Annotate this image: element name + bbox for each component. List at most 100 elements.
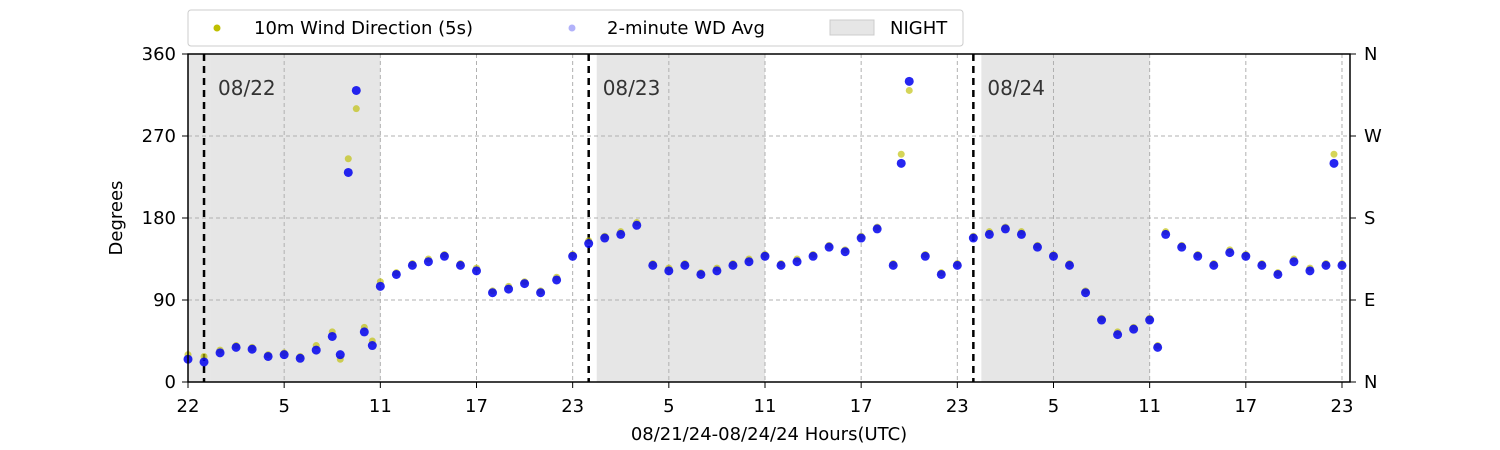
legend-marker-night — [829, 19, 875, 36]
wd-avg-point — [327, 331, 337, 341]
wind-direction-point — [1330, 150, 1338, 158]
wd-avg-point — [648, 260, 658, 270]
x-tick-label: 5 — [663, 396, 674, 417]
legend-label-night: NIGHT — [890, 18, 948, 39]
wd-avg-point — [664, 266, 674, 276]
legend-label-wd-avg: 2-minute WD Avg — [607, 18, 765, 39]
wd-avg-point — [311, 345, 321, 355]
wd-avg-point — [471, 266, 481, 276]
wd-avg-point — [792, 257, 802, 267]
y2-tick-label: N — [1364, 372, 1377, 393]
wd-avg-point — [295, 353, 305, 363]
day-label: 08/23 — [603, 76, 661, 100]
wd-avg-point — [776, 260, 786, 270]
wd-avg-point — [568, 251, 578, 261]
wd-avg-point — [744, 257, 754, 267]
wd-avg-point — [952, 260, 962, 270]
wd-avg-point — [1329, 158, 1339, 168]
y-tick-label: 90 — [153, 290, 176, 311]
y2-ticks-layer: N E S W N — [1350, 44, 1382, 393]
wd-avg-point — [1289, 257, 1299, 267]
wind-direction-point — [344, 155, 352, 163]
wd-avg-point — [231, 342, 241, 352]
x-tick-label: 11 — [1138, 396, 1161, 417]
x-tick-label: 22 — [177, 396, 200, 417]
wd-avg-point — [760, 251, 770, 261]
wd-avg-point — [584, 239, 594, 249]
wind-direction-point — [905, 86, 913, 94]
x-tick-label: 5 — [1048, 396, 1059, 417]
y2-tick-label: W — [1364, 126, 1382, 147]
day-label: 08/24 — [987, 76, 1045, 100]
wd-avg-point — [896, 158, 906, 168]
wd-avg-point — [616, 229, 626, 239]
wd-avg-point — [984, 229, 994, 239]
wd-avg-point — [359, 327, 369, 337]
x-axis-title: 08/21/24-08/24/24 Hours(UTC) — [631, 424, 907, 445]
wd-avg-point — [1273, 269, 1283, 279]
wd-avg-point — [343, 167, 353, 177]
wd-avg-point — [1209, 260, 1219, 270]
wd-avg-point — [1065, 260, 1075, 270]
wd-avg-point — [335, 350, 345, 360]
wd-avg-point — [712, 266, 722, 276]
wd-avg-point — [391, 269, 401, 279]
wd-avg-point — [375, 281, 385, 291]
wd-avg-point — [199, 357, 209, 367]
wd-avg-point — [888, 260, 898, 270]
wd-avg-point — [215, 348, 225, 358]
wd-avg-point — [824, 242, 834, 252]
wd-avg-point — [632, 220, 642, 230]
wd-avg-point — [488, 288, 498, 298]
legend-marker-wind-direction — [213, 24, 221, 32]
wd-avg-point — [904, 76, 914, 86]
wd-avg-point — [504, 284, 514, 294]
wd-avg-point — [439, 251, 449, 261]
x-ticks-layer: 22 5 11 17 23 5 11 17 23 5 11 17 23 — [177, 382, 1353, 417]
wind-direction-point — [352, 105, 360, 113]
x-tick-label: 17 — [465, 396, 488, 417]
wd-avg-point — [247, 344, 257, 354]
x-tick-label: 23 — [561, 396, 584, 417]
x-tick-label: 11 — [754, 396, 777, 417]
wind-direction-point — [897, 150, 905, 158]
y-tick-label: 180 — [142, 208, 176, 229]
wd-avg-point — [1000, 224, 1010, 234]
wd-avg-point — [1257, 260, 1267, 270]
wd-avg-point — [728, 260, 738, 270]
wd-avg-point — [1241, 251, 1251, 261]
wd-avg-point — [1016, 229, 1026, 239]
x-tick-label: 23 — [946, 396, 969, 417]
wd-avg-point — [1081, 288, 1091, 298]
y-axis-title: Degrees — [106, 181, 127, 256]
wd-avg-point — [968, 233, 978, 243]
wd-avg-point — [840, 247, 850, 257]
data-points-layer — [183, 76, 1347, 367]
wd-avg-point — [279, 350, 289, 360]
wd-avg-point — [423, 257, 433, 267]
legend-box — [187, 9, 964, 47]
day-label: 08/22 — [218, 76, 276, 100]
wd-avg-point — [680, 260, 690, 270]
y-ticks-layer: 0 90 180 270 360 — [142, 44, 188, 393]
wd-avg-point — [520, 279, 530, 289]
y2-tick-label: S — [1364, 208, 1375, 229]
wd-avg-point — [407, 260, 417, 270]
wd-avg-point — [1305, 266, 1315, 276]
wd-avg-point — [1113, 330, 1123, 340]
wd-avg-point — [1321, 260, 1331, 270]
y2-tick-label: N — [1364, 44, 1377, 65]
y-tick-label: 360 — [142, 44, 176, 65]
wd-avg-point — [1225, 248, 1235, 258]
x-tick-label: 11 — [369, 396, 392, 417]
wd-avg-point — [936, 269, 946, 279]
wd-avg-point — [1337, 260, 1347, 270]
wd-avg-point — [920, 251, 930, 261]
wd-avg-point — [263, 351, 273, 361]
wd-avg-point — [1048, 251, 1058, 261]
x-tick-label: 5 — [278, 396, 289, 417]
y-tick-label: 0 — [165, 372, 176, 393]
y2-tick-label: E — [1364, 290, 1375, 311]
wd-avg-point — [536, 288, 546, 298]
